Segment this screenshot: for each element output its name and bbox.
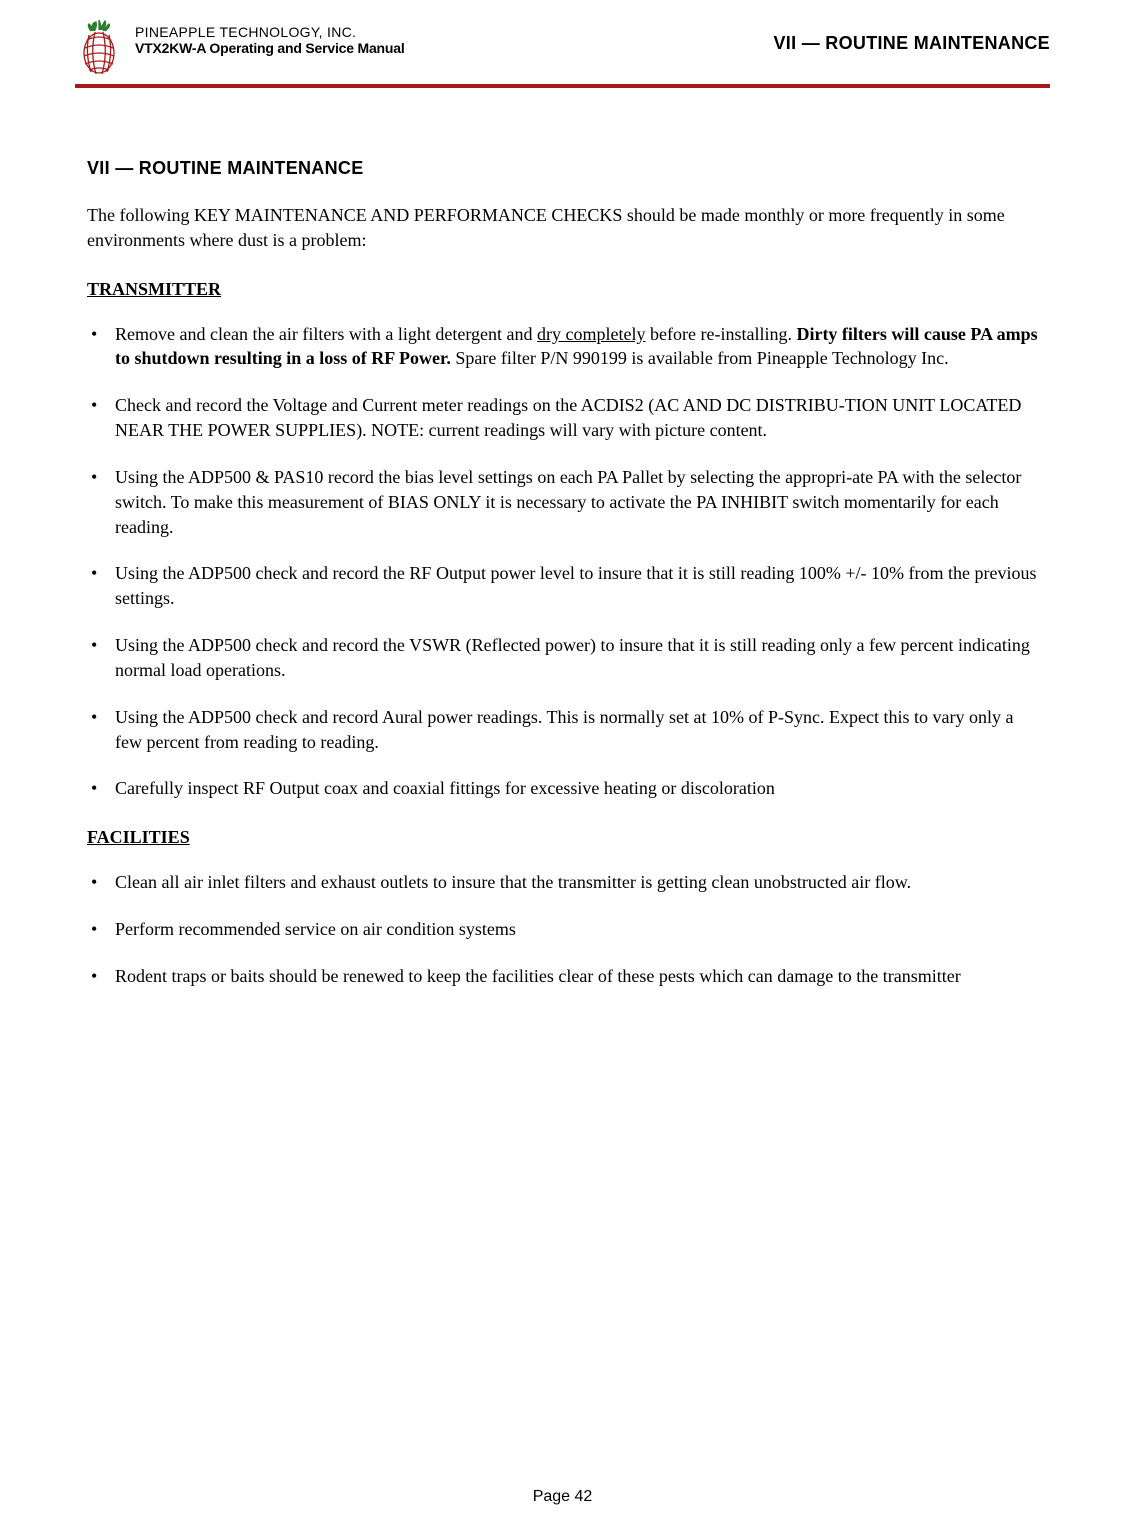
- list-text: Using the ADP500 check and record the VS…: [115, 635, 1030, 680]
- list-item: Clean all air inlet filters and exhaust …: [87, 870, 1038, 895]
- manual-title: VTX2KW-A Operating and Service Manual: [135, 40, 405, 56]
- transmitter-heading: TRANSMITTER: [87, 279, 1038, 300]
- list-text: Spare filter P/N 990199 is available fro…: [451, 348, 949, 368]
- transmitter-list: Remove and clean the air filters with a …: [87, 322, 1038, 802]
- header-left: PINEAPPLE TECHNOLOGY, INC. VTX2KW-A Oper…: [135, 24, 405, 56]
- header-text-block: PINEAPPLE TECHNOLOGY, INC. VTX2KW-A Oper…: [135, 20, 1050, 56]
- list-text: Rodent traps or baits should be renewed …: [115, 966, 961, 986]
- facilities-list: Clean all air inlet filters and exhaust …: [87, 870, 1038, 988]
- company-name: PINEAPPLE TECHNOLOGY, INC.: [135, 24, 405, 40]
- list-item: Check and record the Voltage and Current…: [87, 393, 1038, 443]
- page-header: PINEAPPLE TECHNOLOGY, INC. VTX2KW-A Oper…: [75, 20, 1050, 88]
- underline-text: dry completely: [537, 324, 645, 344]
- list-text: before re-installing.: [646, 324, 797, 344]
- list-item: Remove and clean the air filters with a …: [87, 322, 1038, 372]
- list-item: Using the ADP500 check and record Aural …: [87, 705, 1038, 755]
- list-text: Perform recommended service on air condi…: [115, 919, 516, 939]
- list-text: Clean all air inlet filters and exhaust …: [115, 872, 911, 892]
- company-logo-icon: [75, 20, 123, 76]
- section-heading: VII — ROUTINE MAINTENANCE: [87, 158, 1038, 179]
- list-item: Using the ADP500 check and record the RF…: [87, 561, 1038, 611]
- list-item: Perform recommended service on air condi…: [87, 917, 1038, 942]
- page-number: Page 42: [0, 1488, 1125, 1506]
- page-content: VII — ROUTINE MAINTENANCE The following …: [75, 158, 1050, 989]
- list-item: Using the ADP500 & PAS10 record the bias…: [87, 465, 1038, 539]
- intro-paragraph: The following KEY MAINTENANCE AND PERFOR…: [87, 203, 1038, 253]
- list-text: Using the ADP500 & PAS10 record the bias…: [115, 467, 1021, 537]
- list-item: Using the ADP500 check and record the VS…: [87, 633, 1038, 683]
- list-text: Using the ADP500 check and record the RF…: [115, 563, 1036, 608]
- list-text: Using the ADP500 check and record Aural …: [115, 707, 1014, 752]
- document-page: PINEAPPLE TECHNOLOGY, INC. VTX2KW-A Oper…: [0, 0, 1125, 1538]
- list-text: Remove and clean the air filters with a …: [115, 324, 537, 344]
- facilities-heading: FACILITIES: [87, 827, 1038, 848]
- list-item: Carefully inspect RF Output coax and coa…: [87, 776, 1038, 801]
- chapter-label: VII — ROUTINE MAINTENANCE: [773, 33, 1050, 56]
- list-text: Check and record the Voltage and Current…: [115, 395, 1021, 440]
- list-item: Rodent traps or baits should be renewed …: [87, 964, 1038, 989]
- list-text: Carefully inspect RF Output coax and coa…: [115, 778, 775, 798]
